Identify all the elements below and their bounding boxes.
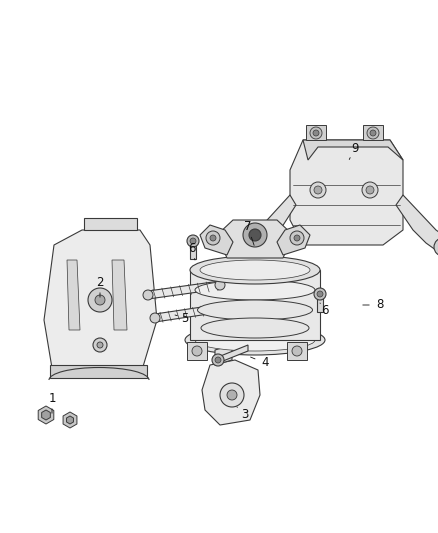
Circle shape [294,235,300,241]
Text: 7: 7 [244,221,252,233]
Circle shape [206,231,220,245]
Ellipse shape [190,256,320,284]
Circle shape [241,238,259,256]
Polygon shape [217,220,293,258]
Text: 6: 6 [188,241,196,254]
Polygon shape [200,225,233,255]
Circle shape [93,338,107,352]
Circle shape [292,346,302,356]
Circle shape [150,313,160,323]
Polygon shape [218,345,248,363]
Circle shape [190,238,196,244]
Text: 3: 3 [241,408,249,422]
Circle shape [314,186,322,194]
Polygon shape [155,304,222,322]
Polygon shape [63,412,77,428]
Polygon shape [190,270,320,340]
Circle shape [249,229,261,241]
Circle shape [362,182,378,198]
Text: 9: 9 [351,141,359,155]
Text: 8: 8 [376,298,384,311]
Circle shape [88,288,112,312]
Polygon shape [317,294,323,312]
Circle shape [227,390,237,400]
Polygon shape [112,260,127,330]
Circle shape [212,354,224,366]
Circle shape [314,288,326,300]
Circle shape [97,342,103,348]
Ellipse shape [200,260,310,280]
Ellipse shape [201,318,309,338]
Circle shape [215,357,221,363]
Polygon shape [190,241,196,259]
Circle shape [310,127,322,139]
Polygon shape [67,416,74,424]
Polygon shape [42,410,50,420]
Circle shape [187,235,199,247]
Circle shape [192,346,202,356]
Polygon shape [148,281,220,299]
Circle shape [313,130,319,136]
Text: 1: 1 [48,392,56,405]
Ellipse shape [195,280,315,300]
Circle shape [370,130,376,136]
Polygon shape [287,342,307,360]
Circle shape [215,280,225,290]
Circle shape [95,295,105,305]
Polygon shape [396,195,438,253]
Circle shape [317,291,323,297]
Circle shape [367,127,379,139]
Polygon shape [187,342,207,360]
Text: 4: 4 [261,357,269,369]
Circle shape [310,182,326,198]
Circle shape [217,303,227,313]
Text: 2: 2 [96,276,104,288]
Ellipse shape [198,300,312,320]
Polygon shape [363,125,383,140]
Polygon shape [277,225,310,255]
Circle shape [210,235,216,241]
Circle shape [290,231,304,245]
Circle shape [243,223,267,247]
Polygon shape [38,406,54,424]
Polygon shape [290,140,403,245]
Polygon shape [202,360,260,425]
Circle shape [366,186,374,194]
Polygon shape [240,195,296,253]
Polygon shape [303,140,403,160]
Text: 5: 5 [181,311,189,325]
Polygon shape [215,345,232,365]
Ellipse shape [185,325,325,355]
Polygon shape [50,365,147,378]
Polygon shape [44,230,157,378]
Circle shape [220,383,244,407]
Circle shape [434,238,438,256]
Polygon shape [67,260,80,330]
Polygon shape [84,218,137,230]
Text: 6: 6 [321,303,329,317]
Circle shape [143,290,153,300]
Ellipse shape [195,329,315,351]
Circle shape [246,243,254,251]
Polygon shape [306,125,326,140]
